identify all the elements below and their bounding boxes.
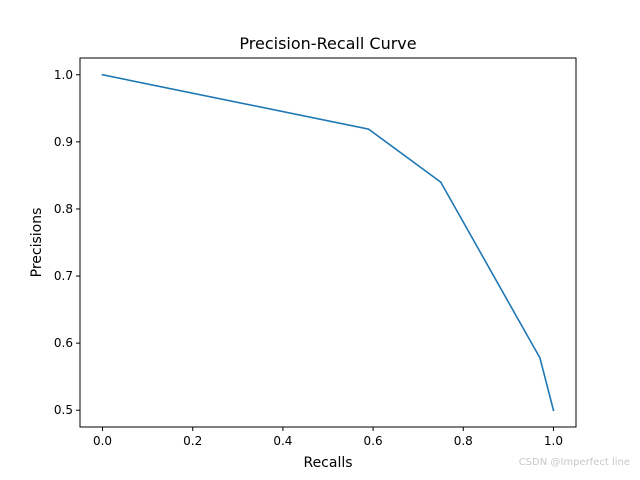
x-tick-label: 1.0 [544,434,563,448]
pr-curve-point [367,128,370,130]
x-axis-ticks: 0.0 0.2 0.4 0.6 0.8 1.0 [93,427,563,448]
x-axis-label: Recalls [303,455,352,471]
x-tick-label: 0.8 [454,434,473,448]
series-layer [101,73,555,412]
y-axis-ticks: 0.5 0.6 0.7 0.8 0.9 1.0 [54,68,80,417]
y-tick-label: 0.7 [54,269,73,283]
watermark-text: CSDN @Imperfect line [518,457,630,468]
y-tick-label: 0.8 [54,202,73,216]
y-tick-label: 0.9 [54,135,73,149]
x-tick-label: 0.0 [93,434,112,448]
pr-curve-point [552,409,555,412]
pr-curve-point [101,73,104,76]
x-tick-label: 0.2 [183,434,202,448]
plot-frame [79,57,577,428]
pr-curve-point [439,181,442,183]
pr-curve-point [539,357,541,359]
x-tick-label: 0.6 [364,434,383,448]
y-tick-label: 0.5 [54,403,73,417]
y-tick-label: 1.0 [54,68,73,82]
x-tick-label: 0.4 [273,434,292,448]
chart-title: Precision-Recall Curve [239,34,416,53]
plot-area-background [80,58,576,427]
y-axis-label: Precisions [29,208,45,278]
y-tick-label: 0.6 [54,336,73,350]
